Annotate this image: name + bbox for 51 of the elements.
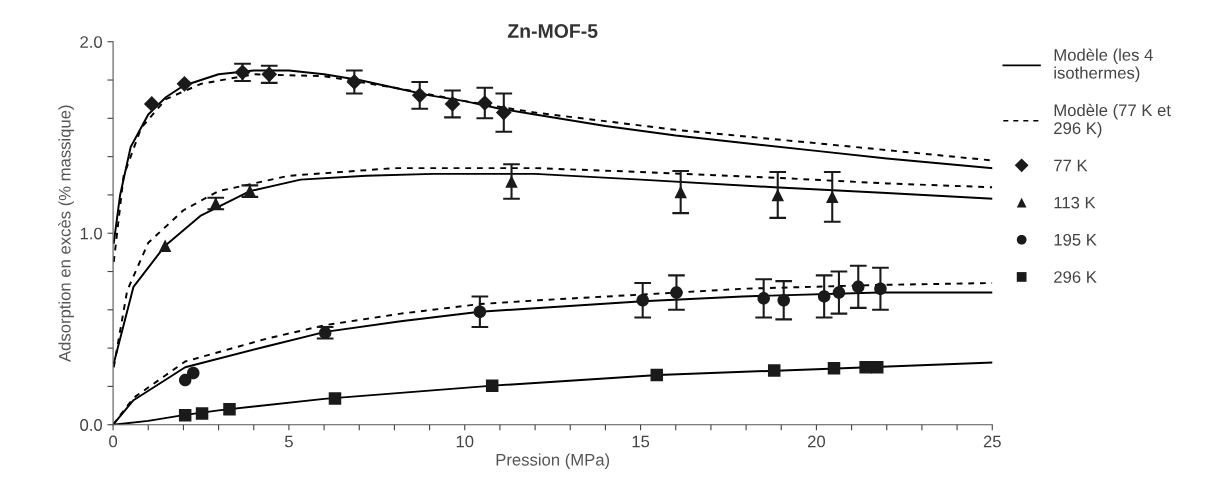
- point: [485, 379, 499, 392]
- x-tick-label: 10: [456, 435, 474, 448]
- y-tick-label: 0.0: [80, 419, 103, 431]
- chart-title: Zn-MOF-5: [507, 24, 598, 38]
- point: [473, 305, 487, 318]
- point: [767, 364, 781, 377]
- point: [859, 361, 872, 374]
- y-axis-title: Adsorption en excès (% massique): [58, 105, 74, 362]
- x-tick-label: 25: [983, 435, 1001, 448]
- point: [158, 239, 172, 252]
- point: [346, 74, 363, 90]
- x-axis-title: Pression (MPa): [496, 453, 610, 469]
- point: [195, 407, 209, 420]
- point: [670, 286, 683, 299]
- legend-label: 195 K: [1054, 233, 1097, 246]
- point: [757, 292, 770, 305]
- point: [827, 361, 841, 375]
- point: [777, 294, 790, 307]
- point: [476, 95, 493, 111]
- x-tick-label: 5: [284, 435, 293, 448]
- point: [444, 96, 461, 112]
- point: [817, 290, 831, 303]
- x-tick-label: 15: [632, 435, 650, 448]
- point: [871, 361, 884, 374]
- x-tick-label: 0: [109, 435, 118, 448]
- point: [187, 366, 200, 380]
- point: [636, 294, 649, 307]
- point: [505, 175, 518, 188]
- point: [411, 87, 428, 104]
- legend-label: Modèle (les 4 isothermes): [1054, 48, 1153, 83]
- point: [495, 104, 512, 121]
- point: [178, 373, 192, 387]
- point: [176, 76, 193, 92]
- point: [832, 286, 846, 299]
- y-tick-label: 1.0: [80, 227, 103, 240]
- point: [650, 368, 664, 382]
- legend-label: 113 K: [1054, 196, 1096, 209]
- point: [178, 409, 192, 422]
- legend-label: Modèle (77 K et 296 K): [1054, 103, 1171, 138]
- point: [852, 280, 865, 294]
- point: [143, 96, 160, 112]
- point: [223, 402, 236, 416]
- point: [674, 185, 687, 199]
- point: [328, 392, 342, 405]
- y-tick-label: 2.0: [80, 36, 103, 48]
- legend-label: 77 K: [1054, 159, 1088, 172]
- x-tick-label: 20: [807, 435, 826, 448]
- point: [874, 282, 887, 296]
- point: [826, 190, 839, 204]
- legend-label: 296 K: [1054, 271, 1097, 283]
- point: [771, 188, 784, 202]
